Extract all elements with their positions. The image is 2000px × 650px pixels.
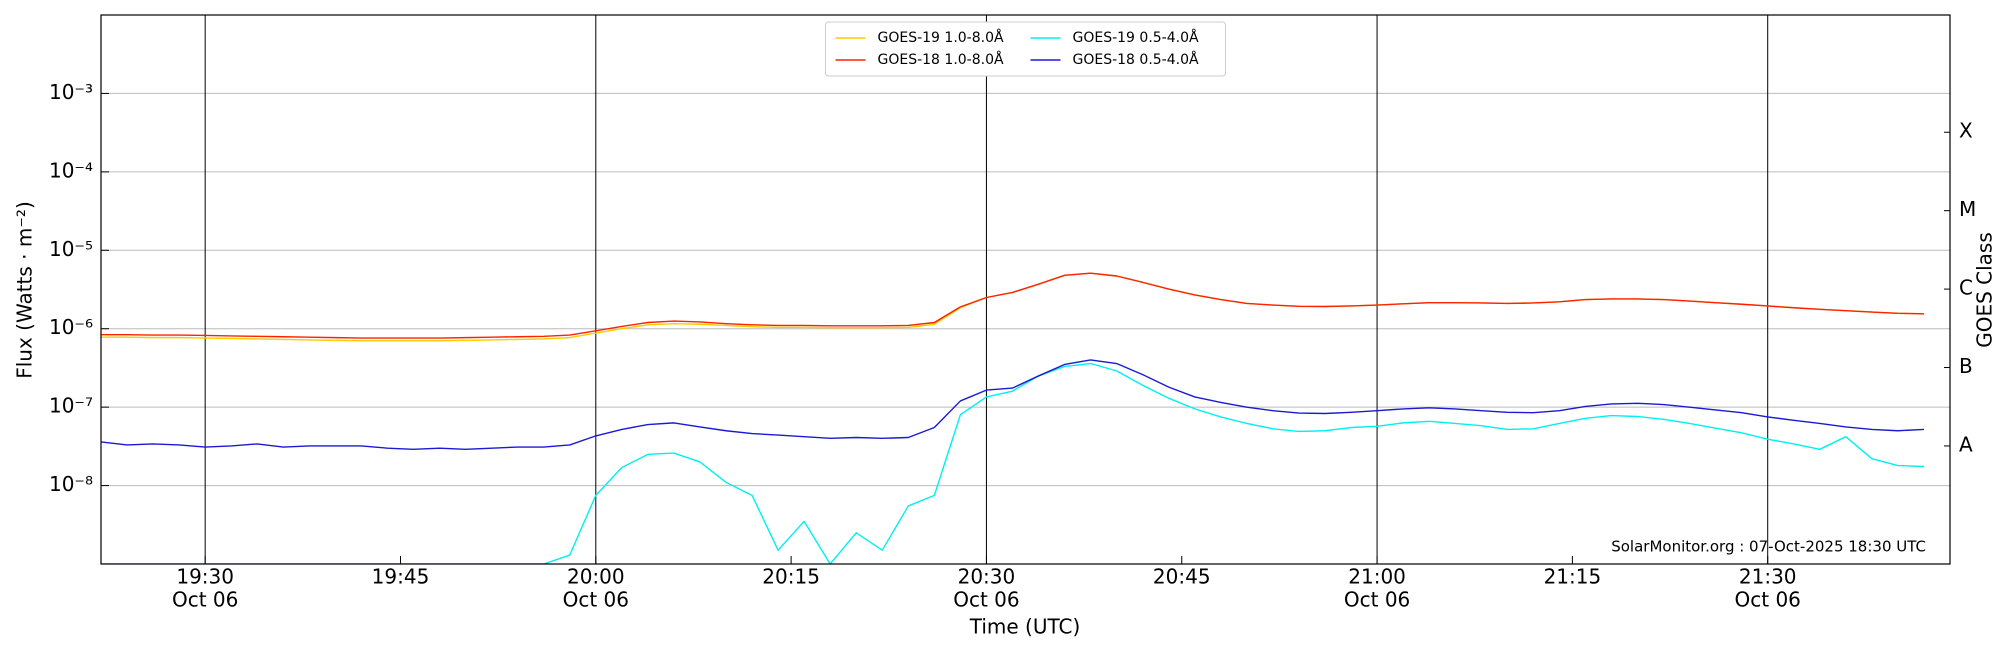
x-tick-label: 20:30 xyxy=(958,565,1016,589)
legend-label: GOES-18 1.0-8.0Å xyxy=(878,51,1004,68)
y2-axis-label: GOES Class xyxy=(1973,232,1997,348)
x-tick-label: Oct 06 xyxy=(172,588,238,612)
y-tick-label: 10⁻³ xyxy=(49,80,93,104)
legend-label: GOES-19 1.0-8.0Å xyxy=(878,29,1004,46)
x-tick-label: Oct 06 xyxy=(1735,588,1801,612)
y-tick-label: 10⁻⁶ xyxy=(49,315,93,339)
series-line xyxy=(101,272,1924,339)
y2-tick-label: X xyxy=(1959,119,1973,143)
x-tick-label: 21:15 xyxy=(1544,565,1602,589)
legend-label: GOES-18 0.5-4.0Å xyxy=(1073,51,1199,68)
y-tick-label: 10⁻⁴ xyxy=(49,158,93,182)
series-line xyxy=(101,359,1924,451)
x-tick-label: Oct 06 xyxy=(563,588,629,612)
y-tick-label: 10⁻⁵ xyxy=(49,237,93,261)
legend: GOES-19 1.0-8.0Å GOES-18 1.0-8.0Å GOES-19 … xyxy=(825,21,1226,77)
y2-tick-label: M xyxy=(1959,197,1976,221)
x-tick-label: 20:45 xyxy=(1153,565,1211,589)
legend-box xyxy=(825,21,1226,77)
legend-label: GOES-19 0.5-4.0Å xyxy=(1073,29,1199,46)
x-tick-label: 20:00 xyxy=(567,565,625,589)
y2-tick-label: B xyxy=(1959,354,1973,378)
series-line xyxy=(101,362,1924,564)
lines xyxy=(101,272,1924,564)
x-tick-label: 21:00 xyxy=(1348,565,1406,589)
x-tick-label: Oct 06 xyxy=(953,588,1019,612)
x-tick-label: 19:45 xyxy=(372,565,430,589)
y-tick-label: 10⁻⁸ xyxy=(49,472,93,496)
y-axis-label: Flux (Watts · m⁻²) xyxy=(13,201,37,379)
y2-tick-label: A xyxy=(1959,432,1973,456)
x-tick-label: 19:30 xyxy=(176,565,234,589)
y-tick-label: 10⁻⁷ xyxy=(49,394,93,418)
y2-tick-label: C xyxy=(1959,276,1973,300)
grid xyxy=(101,15,1950,564)
x-tick-label: Oct 06 xyxy=(1344,588,1410,612)
annotation: SolarMonitor.org : 07-Oct-2025 18:30 UTC xyxy=(1611,538,1926,556)
plot-area xyxy=(101,15,1950,564)
x-tick-label: 20:15 xyxy=(762,565,820,589)
x-tick-label: 21:30 xyxy=(1739,565,1797,589)
x-axis-label: Time (UTC) xyxy=(969,615,1081,639)
